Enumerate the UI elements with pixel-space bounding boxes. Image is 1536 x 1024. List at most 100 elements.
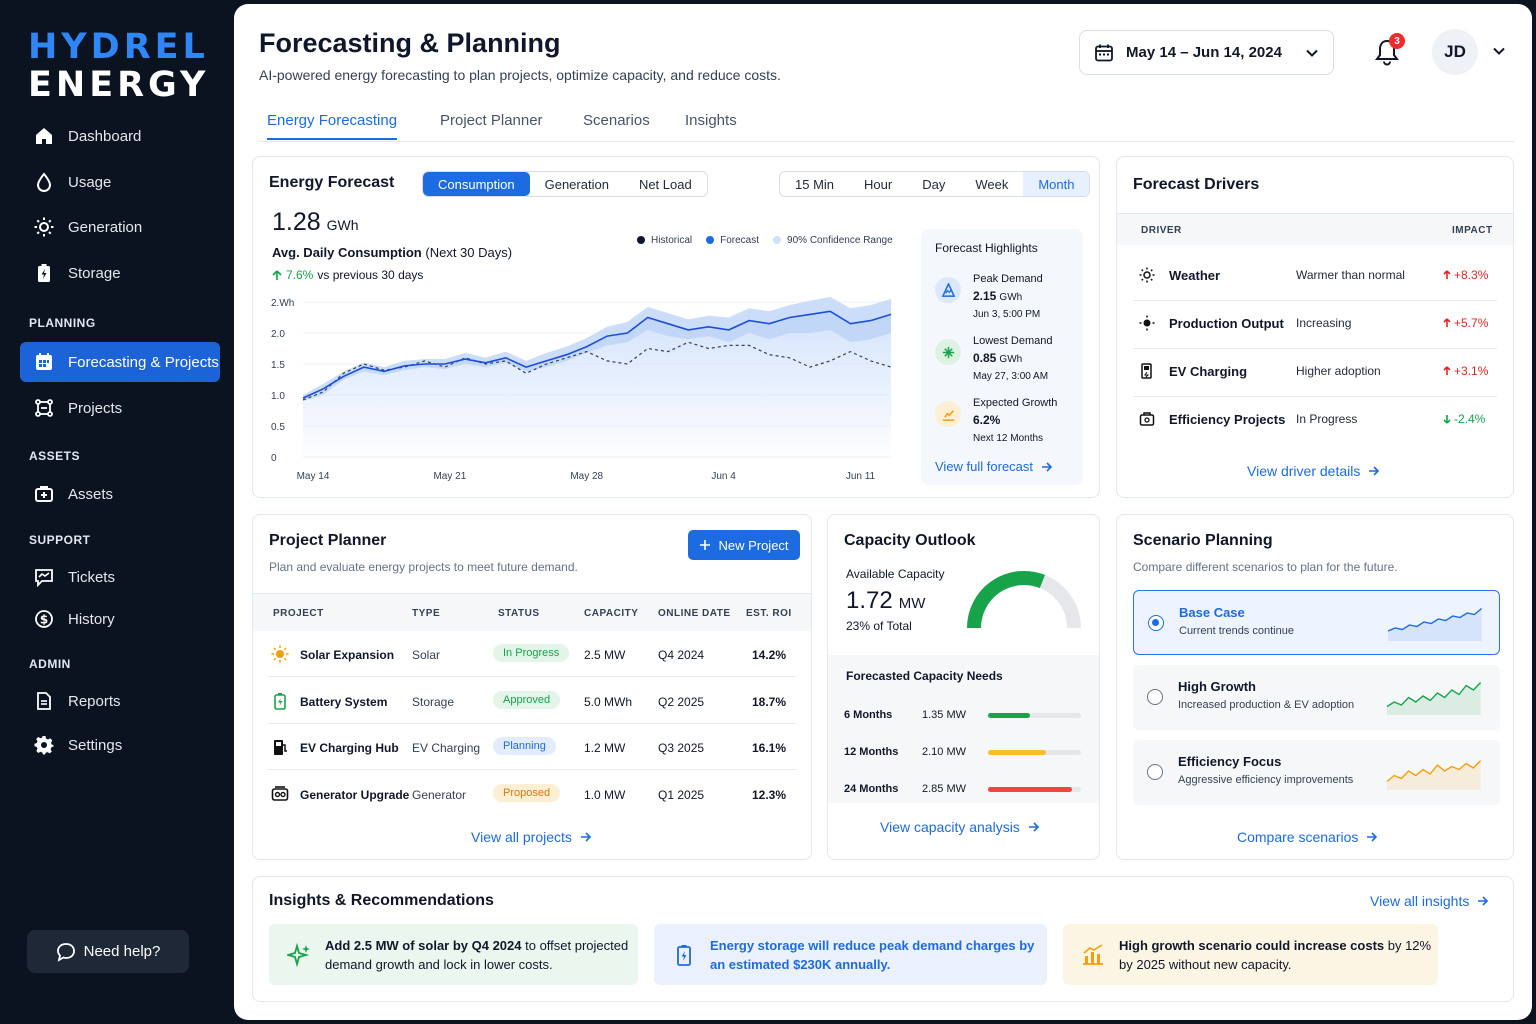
driver-row[interactable]: Efficiency Projects In Progress -2.4% — [1133, 397, 1497, 445]
sidebar-item-assets[interactable]: Assets — [20, 474, 220, 514]
scenario-option[interactable]: High Growth Increased production & EV ad… — [1133, 665, 1500, 730]
interval-15min[interactable]: 15 Min — [795, 176, 835, 192]
sidebar-item-label: Generation — [68, 218, 143, 236]
view-all-insights-link[interactable]: View all insights — [1370, 893, 1489, 909]
scenario-radio[interactable] — [1148, 615, 1164, 631]
x-tick-label: May 28 — [570, 471, 603, 482]
calendar-grid-icon — [36, 353, 52, 370]
brand-line-2: ENERGY — [28, 65, 210, 105]
need-period: 24 Months — [844, 783, 899, 795]
highlight-peak-demand: Peak Demand 2.15 GWh Jun 3, 5:00 PM — [935, 271, 1043, 323]
highlight-value: 6.2% — [973, 413, 1001, 427]
capacity-outlook-card: Capacity Outlook Available Capacity 1.72… — [827, 514, 1100, 860]
sidebar-item-projects[interactable]: Projects — [20, 388, 220, 428]
need-help-button[interactable]: Need help? — [27, 930, 189, 973]
forecast-highlights: Forecast Highlights Peak Demand 2.15 GWh J… — [921, 229, 1083, 485]
sidebar-item-settings[interactable]: Settings — [20, 725, 220, 765]
table-row[interactable]: EV Charging Hub EV Charging Planning 1.2… — [267, 724, 797, 770]
scenario-sparkline — [1386, 682, 1482, 715]
sidebar-item-label: Usage — [68, 173, 112, 191]
sidebar-item-storage[interactable]: Storage — [20, 253, 220, 293]
need-help-label: Need help? — [83, 943, 161, 960]
energy-forecast-card: Energy Forecast Consumption Generation N… — [252, 156, 1100, 498]
new-project-button[interactable]: New Project — [688, 530, 800, 560]
sidebar-item-usage[interactable]: Usage — [20, 162, 220, 202]
tab-insights[interactable]: Insights — [685, 112, 737, 129]
interval-week[interactable]: Week — [975, 176, 1009, 192]
project-capacity: 2.5 MW — [584, 648, 626, 662]
scenario-radio[interactable] — [1147, 764, 1163, 780]
link-label: View driver details — [1247, 463, 1361, 479]
link-label: View full forecast — [935, 459, 1034, 474]
user-avatar[interactable]: JD — [1432, 29, 1478, 75]
sidebar-item-history[interactable]: $ History — [20, 599, 220, 639]
driver-row[interactable]: EV Charging Higher adoption +3.1% — [1133, 349, 1497, 397]
insight-bold: Energy storage will reduce peak demand c… — [710, 937, 1035, 972]
sun-icon — [1139, 267, 1155, 283]
date-range-picker[interactable]: May 14 – Jun 14, 2024 — [1079, 30, 1334, 75]
sidebar-item-label: Settings — [68, 736, 123, 754]
forecast-unit: GWh — [326, 217, 359, 233]
scenario-planning-card: Scenario Planning Compare different scen… — [1116, 514, 1514, 860]
tab-bar: Energy Forecasting Project Planner Scena… — [259, 108, 1514, 142]
insight-storage[interactable]: Energy storage will reduce peak demand c… — [654, 924, 1047, 985]
view-capacity-analysis-link[interactable]: View capacity analysis — [880, 819, 1040, 835]
arrow-right-icon — [580, 832, 592, 842]
planner-header-row: PROJECT TYPE STATUS CAPACITY ONLINE DATE… — [253, 593, 811, 631]
drivers-header-row: DRIVER IMPACT — [1117, 213, 1513, 245]
table-row[interactable]: Generator Upgrade Generator Proposed 1.0… — [267, 771, 797, 817]
project-name: Generator Upgrade — [300, 787, 410, 802]
sidebar: HYDREL ENERGY Dashboard Usage Generation… — [0, 0, 234, 1024]
chevron-down-icon[interactable] — [1492, 44, 1506, 58]
interval-day[interactable]: Day — [922, 176, 946, 192]
brand-logo[interactable]: HYDREL ENERGY — [28, 28, 209, 104]
battery-icon — [38, 264, 50, 282]
forecast-value: 1.28 — [272, 208, 321, 236]
highlight-label: Expected Growth — [973, 397, 1058, 409]
project-type: Generator — [412, 787, 467, 802]
need-value: 1.35 MW — [922, 709, 967, 721]
scenario-title: Scenario Planning — [1133, 532, 1273, 549]
table-row[interactable]: Solar Expansion Solar In Progress 2.5 MW… — [267, 631, 797, 677]
scenario-desc: Current trends continue — [1179, 625, 1294, 637]
link-label: Compare scenarios — [1237, 829, 1359, 845]
mode-net-load[interactable]: Net Load — [638, 176, 692, 192]
capacity-value-group: 1.72 MW — [846, 587, 925, 615]
driver-desc: In Progress — [1296, 412, 1358, 426]
mode-consumption[interactable]: Consumption — [423, 172, 530, 196]
insight-growth[interactable]: High growth scenario could increase cost… — [1063, 924, 1438, 985]
mode-generation[interactable]: Generation — [544, 176, 609, 192]
tab-scenarios[interactable]: Scenarios — [583, 112, 650, 129]
sidebar-item-generation[interactable]: Generation — [20, 207, 220, 247]
sidebar-item-forecasting-projects[interactable]: Forecasting & Projects — [20, 342, 220, 382]
bar-chart-icon — [1083, 943, 1103, 965]
compare-scenarios-link[interactable]: Compare scenarios — [1237, 829, 1378, 845]
insight-rest: to offset projected demand growth and lo… — [325, 937, 629, 972]
arrow-right-icon — [1028, 822, 1039, 832]
view-full-forecast-link[interactable]: View full forecast — [935, 459, 1053, 474]
scenario-radio[interactable] — [1147, 689, 1163, 705]
insight-text: Energy storage will reduce peak demand c… — [710, 936, 1047, 974]
scenario-option[interactable]: Efficiency Focus Aggressive efficiency i… — [1133, 740, 1500, 805]
driver-impact: +3.1% — [1443, 364, 1488, 378]
sidebar-item-tickets[interactable]: Tickets — [20, 557, 220, 597]
y-tick-label: 2.Wh — [271, 298, 294, 309]
sidebar-item-dashboard[interactable]: Dashboard — [20, 116, 220, 156]
forecast-chart: 2.Wh 2.0 1.5 1.0 0.5 0 May 14 May 21 May 28 Jun 4… — [271, 297, 892, 482]
highlight-unit: GWh — [999, 292, 1023, 303]
view-all-projects-link[interactable]: View all projects — [471, 829, 592, 845]
tab-project-planner[interactable]: Project Planner — [440, 112, 543, 129]
insights-title: Insights & Recommendations — [269, 892, 494, 909]
interval-hour[interactable]: Hour — [864, 176, 893, 192]
interval-month[interactable]: Month — [1023, 172, 1090, 196]
sidebar-item-reports[interactable]: Reports — [20, 681, 220, 721]
briefcase-icon — [1139, 412, 1155, 426]
table-row[interactable]: Battery System Storage Approved 5.0 MWh … — [267, 678, 797, 724]
driver-row[interactable]: Weather Warmer than normal +8.3% — [1133, 253, 1497, 301]
driver-row[interactable]: Production Output Increasing +5.7% — [1133, 301, 1497, 349]
view-driver-details-link[interactable]: View driver details — [1247, 463, 1380, 479]
insight-solar[interactable]: Add 2.5 MW of solar by Q4 2024 to offset… — [269, 924, 638, 985]
scenario-option[interactable]: Base Case Current trends continue — [1133, 590, 1500, 655]
status-badge: Planning — [493, 737, 556, 755]
tab-energy-forecasting[interactable]: Energy Forecasting — [267, 112, 398, 140]
